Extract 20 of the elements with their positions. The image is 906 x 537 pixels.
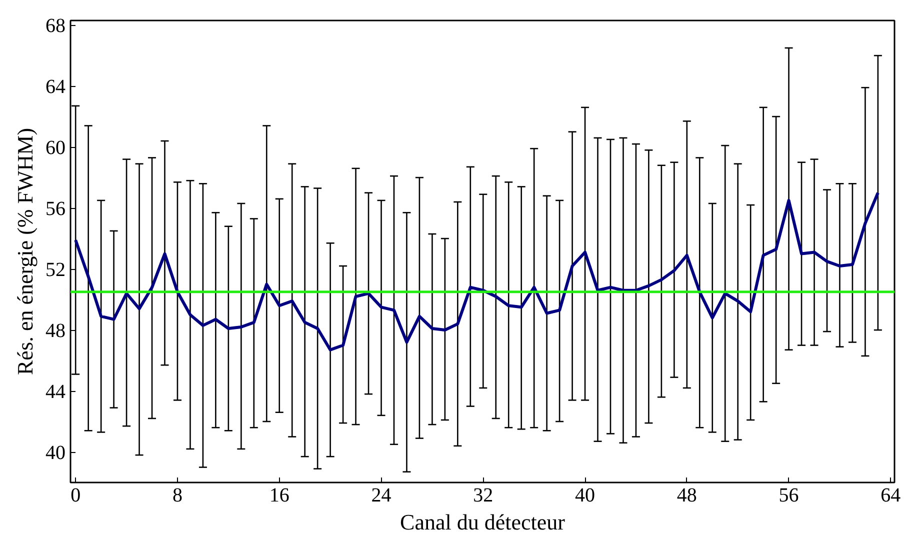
x-tick-label: 0 — [70, 484, 81, 506]
y-axis-title: Rés. en énergie (% FWHM) — [12, 128, 38, 376]
y-tick-label: 40 — [46, 442, 66, 464]
x-tick-label: 48 — [676, 484, 697, 506]
x-tick-label: 32 — [473, 484, 494, 506]
x-tick-label: 16 — [269, 484, 290, 506]
line-series — [74, 191, 880, 352]
x-tick-label: 40 — [575, 484, 596, 506]
x-tick-label: 64 — [880, 484, 901, 506]
y-tick-label: 48 — [46, 320, 66, 342]
y-tick-label: 60 — [46, 137, 66, 160]
x-axis-title: Canal du détecteur — [400, 510, 566, 534]
x-tick-label: 8 — [172, 484, 182, 506]
y-tick-label: 56 — [46, 198, 66, 220]
y-tick-label: 52 — [46, 259, 66, 282]
y-tick-label: 68 — [46, 15, 66, 38]
x-tick-label: 56 — [778, 484, 799, 506]
y-tick-label: 44 — [46, 381, 66, 404]
y-tick-label: 64 — [46, 76, 66, 98]
x-tick-label: 24 — [371, 484, 392, 506]
